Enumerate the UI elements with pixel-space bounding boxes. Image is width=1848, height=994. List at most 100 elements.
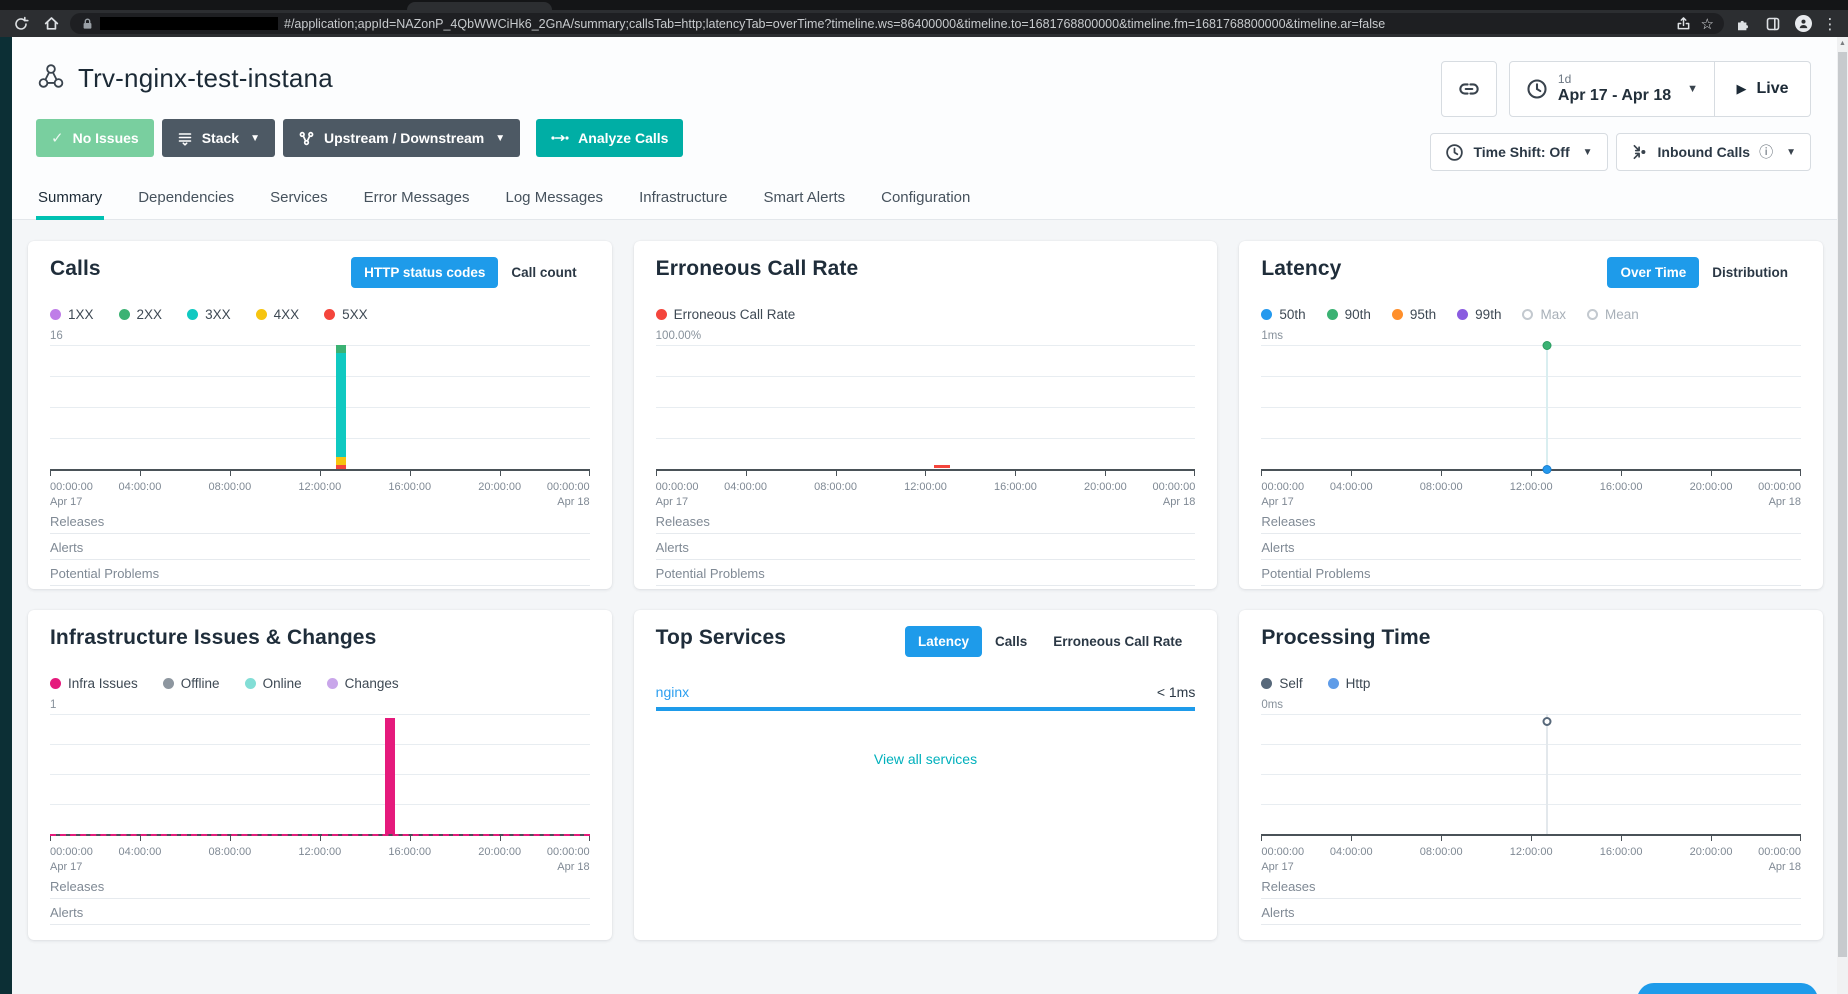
tab-infrastructure[interactable]: Infrastructure — [639, 189, 728, 206]
play-icon: ▶ — [1736, 81, 1747, 96]
legend-item-50th[interactable]: 50th — [1261, 307, 1306, 322]
tab-summary[interactable]: Summary — [36, 183, 105, 220]
distribution-toggle[interactable]: Distribution — [1699, 257, 1801, 288]
inbound-calls-button[interactable]: Inbound Calls ⓘ ▼ — [1615, 133, 1811, 171]
clock-icon — [1446, 143, 1464, 161]
page-title: Trv-nginx-test-instana — [78, 62, 333, 93]
legend-item-3xx[interactable]: 3XX — [187, 307, 231, 322]
legend-item-5xx[interactable]: 5XX — [324, 307, 368, 322]
x-axis-ticks — [1261, 836, 1801, 841]
legend-item-2xx[interactable]: 2XX — [118, 307, 162, 322]
legend-item-online[interactable]: Online — [244, 676, 302, 691]
legend-item-self[interactable]: Self — [1261, 676, 1303, 691]
processing-time-panel: Processing Time Self Http 0ms 00:00:00 Ap… — [1239, 610, 1823, 940]
info-icon: ⓘ — [1759, 144, 1774, 160]
releases-row: Releases — [50, 873, 590, 899]
legend-item-90th[interactable]: 90th — [1326, 307, 1371, 322]
potential-problems-row: Potential Problems — [1261, 560, 1801, 586]
call-count-toggle[interactable]: Call count — [498, 257, 589, 288]
url-bar[interactable]: #/application;appId=NAZonP_4QbWWCiHk6_2G… — [70, 13, 1724, 34]
legend-item-erroneous-call-rate[interactable]: Erroneous Call Rate — [655, 307, 795, 322]
service-latency-bar — [655, 707, 1196, 711]
share-icon[interactable] — [1673, 13, 1695, 34]
legend-item-infra-issues[interactable]: Infra Issues — [50, 676, 138, 691]
tab-dependencies[interactable]: Dependencies — [138, 189, 235, 206]
calls-toggle[interactable]: Calls — [982, 626, 1040, 657]
time-shift-button[interactable]: Time Shift: Off ▼ — [1430, 133, 1608, 171]
tab-error-messages[interactable]: Error Messages — [363, 189, 470, 206]
analyze-calls-button[interactable]: Analyze Calls — [536, 119, 684, 157]
alerts-row: Alerts — [1261, 534, 1801, 560]
latency-toggle[interactable]: Latency — [904, 626, 982, 657]
live-button[interactable]: ▶ Live — [1715, 61, 1811, 117]
legend-item-changes[interactable]: Changes — [326, 676, 399, 691]
reload-icon[interactable] — [10, 13, 32, 35]
browser-active-tab[interactable] — [407, 2, 552, 10]
potential-problems-row: Potential Problems — [655, 560, 1196, 586]
x-axis: 00:00:00 Apr 17 04:00:00 08:00:00 12:00:00 16… — [1261, 846, 1801, 873]
latency-panel: Latency Over Time Distribution 50th 90th… — [1239, 241, 1823, 589]
browser-menu-icon[interactable]: ⋮ — [1822, 15, 1838, 33]
legend-item-1xx[interactable]: 1XX — [50, 307, 94, 322]
panel-title: Processing Time — [1261, 626, 1431, 649]
alerts-row: Alerts — [655, 534, 1196, 560]
alerts-row: Alerts — [1261, 899, 1801, 925]
analyze-arrows-icon — [551, 135, 569, 141]
time-range-button[interactable]: 1d Apr 17 - Apr 18 ▼ — [1508, 61, 1715, 117]
side-panel-icon[interactable] — [1762, 13, 1784, 35]
x-axis-ticks — [50, 836, 590, 841]
home-icon[interactable] — [40, 13, 62, 35]
chevron-down-icon: ▼ — [1786, 146, 1796, 158]
legend-item-max[interactable]: Max — [1522, 307, 1566, 322]
view-all-services-link[interactable]: View all services — [873, 751, 978, 767]
releases-row: Releases — [655, 508, 1196, 534]
alerts-row: Alerts — [50, 899, 590, 925]
legend-item-4xx[interactable]: 4XX — [255, 307, 299, 322]
help-chat-button[interactable] — [1637, 983, 1818, 994]
top-services-panel: Top Services Latency Calls Erroneous Cal… — [633, 610, 1218, 940]
extensions-puzzle-icon[interactable] — [1732, 13, 1754, 35]
legend-item-95th[interactable]: 95th — [1391, 307, 1436, 322]
scrollbar-up-arrow[interactable]: ▲ — [1839, 40, 1846, 47]
erroneous-call-rate-chart — [655, 345, 1196, 471]
tab-services[interactable]: Services — [270, 189, 328, 206]
releases-row: Releases — [50, 508, 590, 534]
legend-item-offline[interactable]: Offline — [162, 676, 220, 691]
service-link[interactable]: nginx — [655, 684, 690, 700]
legend-item-http[interactable]: Http — [1327, 676, 1370, 691]
x-axis: 00:00:00 Apr 17 04:00:00 08:00:00 12:00:00 16… — [50, 846, 590, 873]
releases-row: Releases — [1261, 508, 1801, 534]
erroneous-call-rate-toggle[interactable]: Erroneous Call Rate — [1040, 626, 1195, 657]
share-link-button[interactable] — [1440, 61, 1497, 117]
legend-item-99th[interactable]: 99th — [1457, 307, 1501, 322]
url-text: #/application;appId=NAZonP_4QbWWCiHk6_2G… — [284, 16, 1386, 31]
no-issues-status-badge[interactable]: ✓ No Issues — [36, 119, 154, 157]
latency-50th-point — [1542, 465, 1552, 474]
legend-item-mean[interactable]: Mean — [1586, 307, 1639, 322]
scrollbar-thumb[interactable] — [1838, 52, 1847, 957]
url-redaction — [100, 17, 278, 30]
tab-configuration[interactable]: Configuration — [881, 189, 971, 206]
panel-title: Latency — [1261, 257, 1342, 280]
bookmark-star-icon[interactable]: ☆ — [1700, 15, 1714, 33]
latency-chart — [1261, 341, 1801, 474]
time-guide-line — [1546, 714, 1549, 834]
y-axis-max: 0ms — [1261, 699, 1284, 711]
page-scrollbar[interactable]: ▲ — [1837, 37, 1848, 994]
over-time-toggle[interactable]: Over Time — [1607, 257, 1700, 288]
service-row[interactable]: nginx < 1ms — [656, 684, 1196, 700]
browser-toolbar: #/application;appId=NAZonP_4QbWWCiHk6_2G… — [0, 10, 1848, 37]
x-axis-ticks — [50, 471, 590, 476]
profile-avatar-icon[interactable] — [1792, 13, 1814, 35]
summary-dashboard: Calls HTTP status codes Call count 1XX 2… — [12, 220, 1837, 994]
application-cluster-icon — [36, 62, 66, 95]
tab-log-messages[interactable]: Log Messages — [505, 189, 604, 206]
x-axis: 00:00:00 Apr 17 04:00:00 08:00:00 12:00:00 16… — [50, 481, 590, 508]
upstream-downstream-button[interactable]: Upstream / Downstream ▼ — [282, 119, 521, 157]
processing-time-chart — [1261, 714, 1801, 836]
tab-smart-alerts[interactable]: Smart Alerts — [763, 189, 846, 206]
http-status-codes-toggle[interactable]: HTTP status codes — [351, 257, 499, 288]
x-axis-ticks — [1261, 471, 1801, 476]
instana-sidebar-edge[interactable] — [0, 37, 12, 994]
stack-button[interactable]: Stack ▼ — [161, 119, 275, 157]
